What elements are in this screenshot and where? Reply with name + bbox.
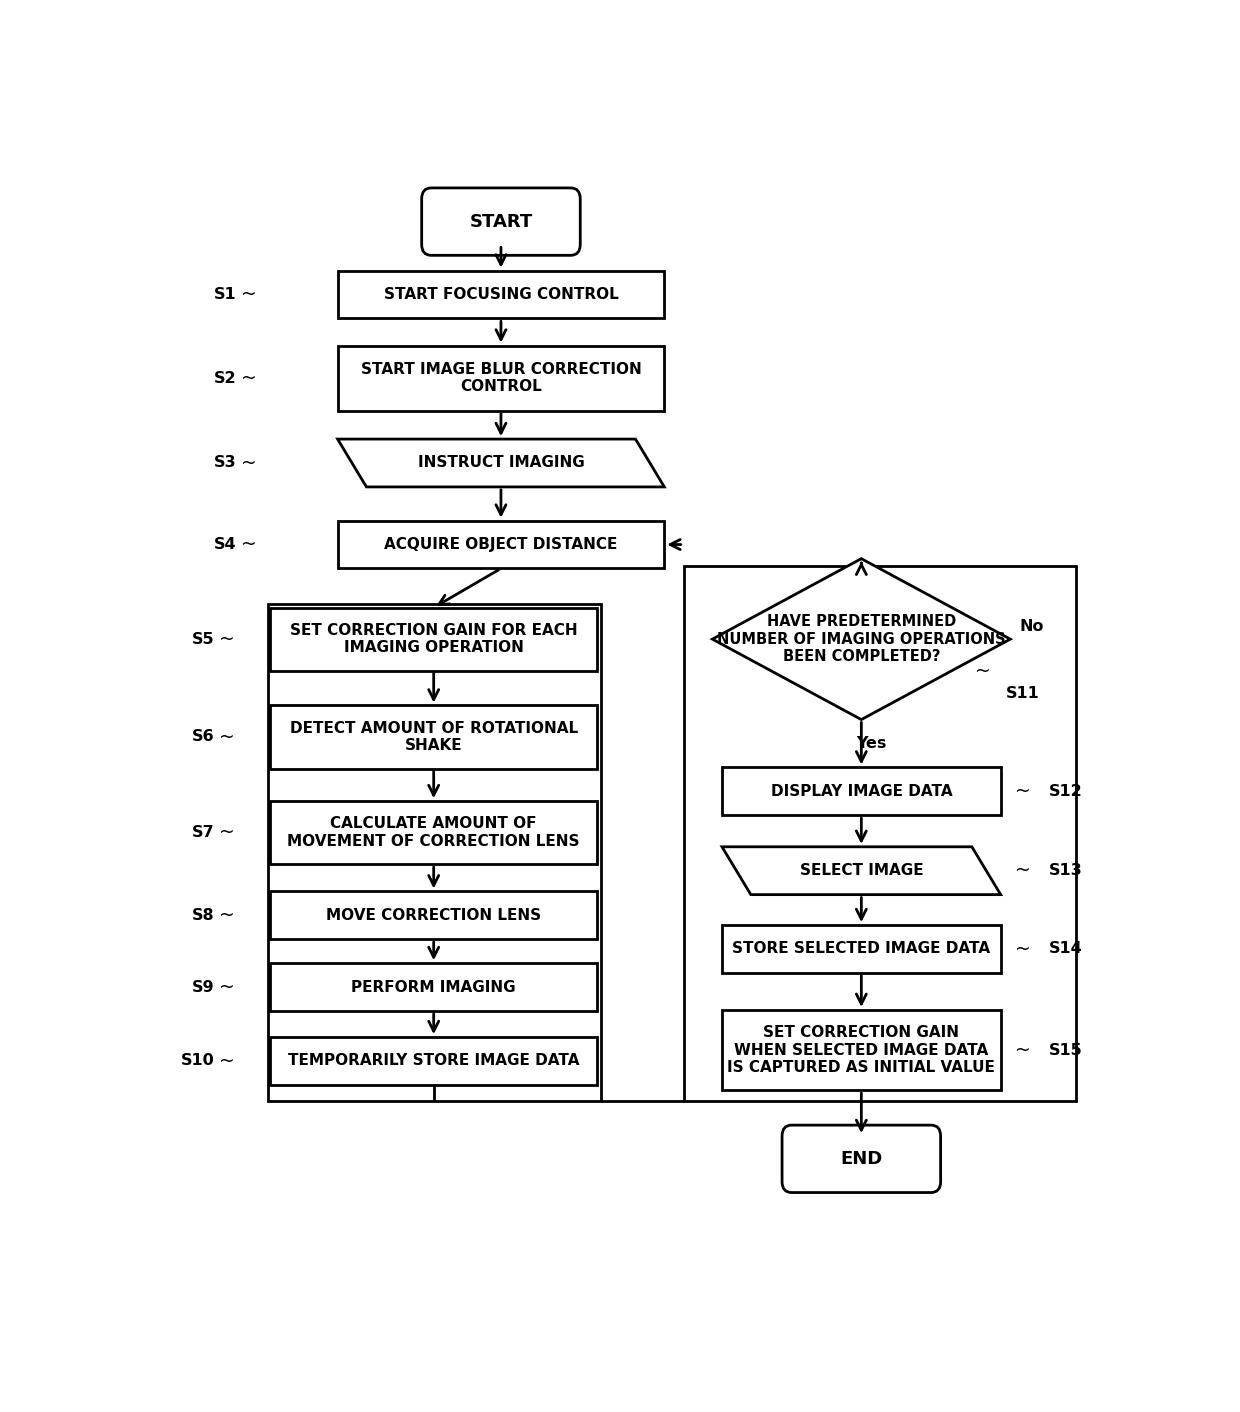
Text: MOVE CORRECTION LENS: MOVE CORRECTION LENS [326,908,541,923]
Text: START IMAGE BLUR CORRECTION
CONTROL: START IMAGE BLUR CORRECTION CONTROL [361,361,641,394]
Text: ~: ~ [242,535,257,554]
Text: ~: ~ [242,369,257,388]
Text: SET CORRECTION GAIN FOR EACH
IMAGING OPERATION: SET CORRECTION GAIN FOR EACH IMAGING OPE… [290,623,578,655]
Text: ~: ~ [219,823,236,842]
Text: ~: ~ [976,662,991,681]
Text: ACQUIRE OBJECT DISTANCE: ACQUIRE OBJECT DISTANCE [384,537,618,552]
FancyBboxPatch shape [422,188,580,256]
Bar [270,1036,596,1084]
Text: SET CORRECTION GAIN
WHEN SELECTED IMAGE DATA
IS CAPTURED AS INITIAL VALUE: SET CORRECTION GAIN WHEN SELECTED IMAGE … [728,1025,996,1075]
Bar [268,604,601,1101]
Text: INSTRUCT IMAGING: INSTRUCT IMAGING [418,456,584,470]
Text: ~: ~ [1016,1041,1030,1059]
Polygon shape [712,559,1011,720]
Text: S8: S8 [192,908,215,923]
Bar [270,963,596,1011]
Bar [337,271,665,318]
Polygon shape [722,847,1001,895]
Bar [722,1010,1001,1090]
Text: HAVE PREDETERMINED
NUMBER OF IMAGING OPERATIONS
BEEN COMPLETED?: HAVE PREDETERMINED NUMBER OF IMAGING OPE… [717,614,1006,664]
Text: TEMPORARILY STORE IMAGE DATA: TEMPORARILY STORE IMAGE DATA [288,1053,579,1069]
Text: CALCULATE AMOUNT OF
MOVEMENT OF CORRECTION LENS: CALCULATE AMOUNT OF MOVEMENT OF CORRECTI… [288,816,580,849]
Text: S15: S15 [1049,1042,1083,1058]
Text: PERFORM IMAGING: PERFORM IMAGING [351,980,516,994]
Bar [722,925,1001,973]
Text: END: END [841,1149,883,1168]
Text: ~: ~ [1016,861,1030,880]
Text: ~: ~ [219,977,236,997]
Text: START: START [469,213,533,230]
Text: S7: S7 [192,825,215,840]
FancyBboxPatch shape [782,1125,941,1193]
Text: S6: S6 [192,730,215,744]
Bar [270,801,596,864]
Bar [270,706,596,768]
Text: ~: ~ [219,905,236,925]
Text: ~: ~ [1016,782,1030,801]
Text: S14: S14 [1049,942,1083,956]
Text: ~: ~ [1016,939,1030,959]
Text: STORE SELECTED IMAGE DATA: STORE SELECTED IMAGE DATA [733,942,991,956]
Text: S2: S2 [215,371,237,385]
Text: ~: ~ [219,727,236,747]
Text: S3: S3 [215,456,237,470]
Text: S4: S4 [215,537,237,552]
Text: ~: ~ [242,453,257,473]
Text: S1: S1 [215,287,237,302]
Bar [270,891,596,939]
Text: ~: ~ [219,630,236,648]
Bar [270,607,596,671]
Text: No: No [1019,618,1044,634]
Bar [337,521,665,569]
Text: S9: S9 [192,980,215,994]
Text: ~: ~ [242,285,257,304]
Text: DETECT AMOUNT OF ROTATIONAL
SHAKE: DETECT AMOUNT OF ROTATIONAL SHAKE [290,720,578,753]
Text: SELECT IMAGE: SELECT IMAGE [800,863,923,878]
Text: S10: S10 [181,1053,215,1069]
Polygon shape [337,439,665,487]
Text: S13: S13 [1049,863,1083,878]
Text: Yes: Yes [856,736,887,751]
Bar [722,768,1001,815]
Text: START FOCUSING CONTROL: START FOCUSING CONTROL [383,287,619,302]
Bar [683,566,1075,1101]
Text: S12: S12 [1049,784,1083,799]
Bar [337,346,665,411]
Text: S11: S11 [1006,686,1039,700]
Text: ~: ~ [219,1052,236,1070]
Text: S5: S5 [192,631,215,647]
Text: DISPLAY IMAGE DATA: DISPLAY IMAGE DATA [770,784,952,799]
